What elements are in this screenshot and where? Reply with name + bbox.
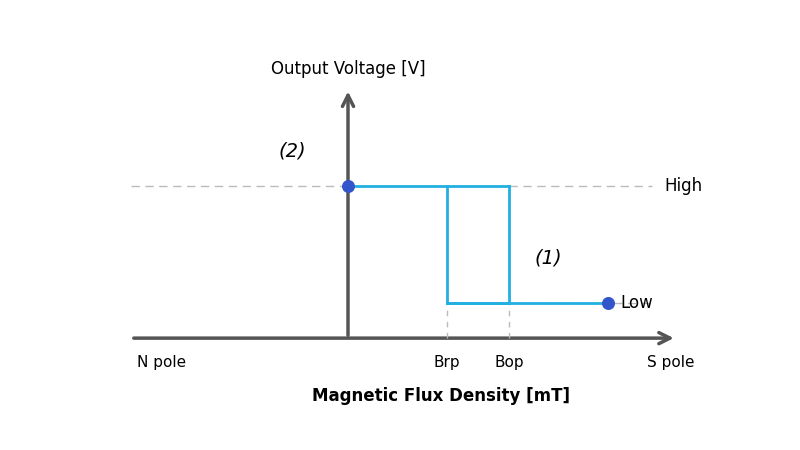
Text: N pole: N pole — [138, 356, 186, 370]
Text: (2): (2) — [278, 141, 306, 161]
Text: Bop: Bop — [494, 356, 524, 370]
Text: High: High — [664, 177, 702, 195]
Text: Output Voltage [V]: Output Voltage [V] — [270, 60, 426, 78]
Text: Low: Low — [621, 294, 654, 312]
Text: Brp: Brp — [434, 356, 461, 370]
Text: Magnetic Flux Density [mT]: Magnetic Flux Density [mT] — [312, 387, 570, 405]
Text: S pole: S pole — [646, 356, 694, 370]
Text: (1): (1) — [534, 249, 562, 268]
